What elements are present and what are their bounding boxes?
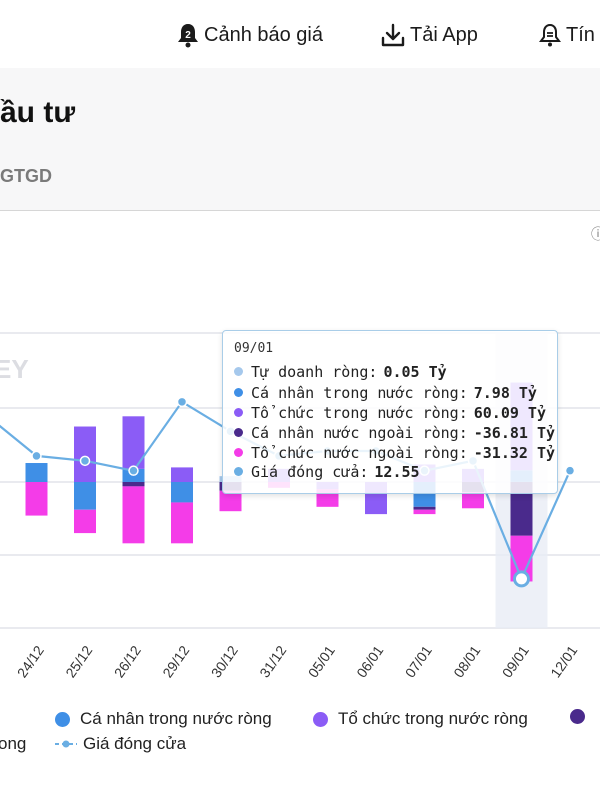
tooltip-value: 0.05 Tỷ bbox=[383, 362, 447, 381]
bar-segment bbox=[171, 502, 193, 544]
x-tick-label: 12/01 bbox=[547, 642, 580, 680]
page-title: ầu tư bbox=[0, 96, 76, 129]
price-point bbox=[31, 450, 42, 462]
tooltip-value: -36.81 Tỷ bbox=[473, 423, 556, 442]
price-point bbox=[564, 465, 576, 476]
price-alert-label: Cảnh báo giá bbox=[204, 23, 323, 46]
tooltip-dot-icon bbox=[234, 367, 243, 376]
bar-segment bbox=[462, 492, 484, 509]
legend-label: Giá đóng cửa bbox=[83, 734, 187, 753]
top-navigation: 2 Cảnh báo giá Tải App Tín bbox=[0, 0, 600, 68]
bar-segment bbox=[413, 509, 436, 515]
price-point bbox=[513, 570, 530, 588]
legend-item-to-chuc-nuoc-ngoai[interactable]: ong bbox=[0, 734, 26, 754]
legend-item-gia-dong-cua[interactable]: Giá đóng cửa bbox=[55, 734, 186, 754]
tooltip-row: Tổ chức trong nước ròng: 60.09 Tỷ bbox=[234, 403, 546, 422]
bar-segment bbox=[171, 482, 193, 503]
tooltip-row: Giá đóng cửa: 12.55 bbox=[234, 462, 420, 481]
price-point bbox=[176, 396, 188, 408]
legend-item-ca-nhan-trong-nuoc[interactable]: Cá nhân trong nước ròng bbox=[55, 709, 272, 729]
x-tick-label: 05/01 bbox=[305, 642, 338, 680]
x-tick-label: 25/12 bbox=[62, 642, 95, 680]
download-app-link[interactable]: Tải App bbox=[380, 20, 478, 50]
tooltip-dot-icon bbox=[234, 448, 243, 457]
chart-tooltip: 09/01 Tự doanh ròng: 0.05 Tỷ Cá nhân trong… bbox=[222, 330, 558, 494]
chart-legend: Cá nhân trong nước ròng Tổ chức trong nư… bbox=[0, 706, 600, 766]
tooltip-dot-icon bbox=[234, 467, 243, 476]
bar-segment bbox=[74, 426, 96, 482]
news-label: Tín bbox=[566, 23, 595, 46]
info-icon[interactable]: ⓘ bbox=[591, 226, 600, 242]
legend-line-icon bbox=[55, 740, 77, 748]
legend-label: Cá nhân trong nước ròng bbox=[80, 709, 272, 728]
tooltip-label: Cá nhân trong nước ròng: bbox=[251, 383, 468, 402]
x-tick-label: 24/12 bbox=[14, 642, 47, 680]
bar-segment bbox=[510, 535, 533, 582]
bar-segment bbox=[74, 509, 96, 534]
legend-dot-icon bbox=[570, 709, 585, 724]
tooltip-label: Tổ chức nước ngoài ròng: bbox=[251, 443, 468, 462]
bell-icon: 2 bbox=[178, 24, 198, 48]
download-app-label: Tải App bbox=[410, 23, 478, 46]
tooltip-label: Giá đóng cửa: bbox=[251, 462, 369, 481]
price-point bbox=[79, 455, 91, 467]
bar-segment bbox=[122, 482, 145, 487]
tooltip-dot-icon bbox=[234, 428, 243, 437]
tooltip-value: 12.55 bbox=[374, 462, 420, 481]
tooltip-row: Cá nhân nước ngoài ròng: -36.81 Tỷ bbox=[234, 423, 555, 442]
bar-segment bbox=[25, 482, 48, 516]
tooltip-value: -31.32 Tỷ bbox=[473, 443, 556, 462]
news-link[interactable]: Tín bbox=[538, 20, 595, 50]
gtgd-tab[interactable]: GTGD bbox=[0, 166, 52, 186]
watermark-text: EY bbox=[0, 354, 29, 384]
bar-segment bbox=[413, 506, 436, 510]
x-tick-label: 07/01 bbox=[402, 642, 435, 680]
tooltip-label: Tự doanh ròng: bbox=[251, 362, 378, 381]
filter-panel bbox=[0, 210, 600, 259]
x-tick-label: 29/12 bbox=[159, 642, 192, 680]
bar-segment bbox=[510, 482, 533, 536]
bar-segment bbox=[171, 467, 193, 482]
x-tick-label: 09/01 bbox=[499, 642, 532, 680]
x-tick-label: 26/12 bbox=[111, 642, 144, 680]
bar-segment bbox=[25, 463, 48, 482]
legend-dot-icon bbox=[55, 711, 70, 727]
tooltip-date: 09/01 bbox=[234, 341, 274, 356]
tooltip-label: Cá nhân nước ngoài ròng: bbox=[251, 423, 468, 442]
svg-text:2: 2 bbox=[185, 30, 191, 41]
download-icon bbox=[381, 23, 405, 47]
bar-segment bbox=[219, 490, 242, 512]
legend-label: ong bbox=[0, 734, 27, 753]
tooltip-row: Cá nhân trong nước ròng: 7.98 Tỷ bbox=[234, 383, 537, 402]
legend-item-ca-nhan-nuoc-ngoai[interactable] bbox=[570, 709, 595, 724]
x-tick-label: 30/12 bbox=[208, 642, 241, 680]
tooltip-dot-icon bbox=[234, 388, 243, 397]
tooltip-dot-icon bbox=[234, 408, 243, 417]
x-tick-label: 06/01 bbox=[353, 642, 386, 680]
tooltip-row: Tự doanh ròng: 0.05 Tỷ bbox=[234, 362, 447, 381]
tooltip-value: 7.98 Tỷ bbox=[473, 383, 537, 402]
x-tick-label: 31/12 bbox=[256, 642, 289, 680]
legend-label: Tổ chức trong nước ròng bbox=[338, 709, 528, 728]
news-bell-icon bbox=[539, 23, 561, 47]
bar-segment bbox=[122, 416, 145, 469]
legend-item-to-chuc-trong-nuoc[interactable]: Tổ chức trong nước ròng bbox=[313, 709, 528, 729]
price-point bbox=[128, 465, 139, 476]
bar-segment bbox=[122, 486, 145, 544]
tooltip-value: 60.09 Tỷ bbox=[473, 403, 546, 422]
x-tick-label: 08/01 bbox=[450, 642, 483, 680]
price-alert-link[interactable]: 2 Cảnh báo giá bbox=[176, 20, 323, 50]
tooltip-label: Tổ chức trong nước ròng: bbox=[251, 403, 468, 422]
tooltip-row: Tổ chức nước ngoài ròng: -31.32 Tỷ bbox=[234, 443, 555, 462]
legend-dot-icon bbox=[313, 711, 328, 727]
bar-segment bbox=[74, 482, 96, 510]
